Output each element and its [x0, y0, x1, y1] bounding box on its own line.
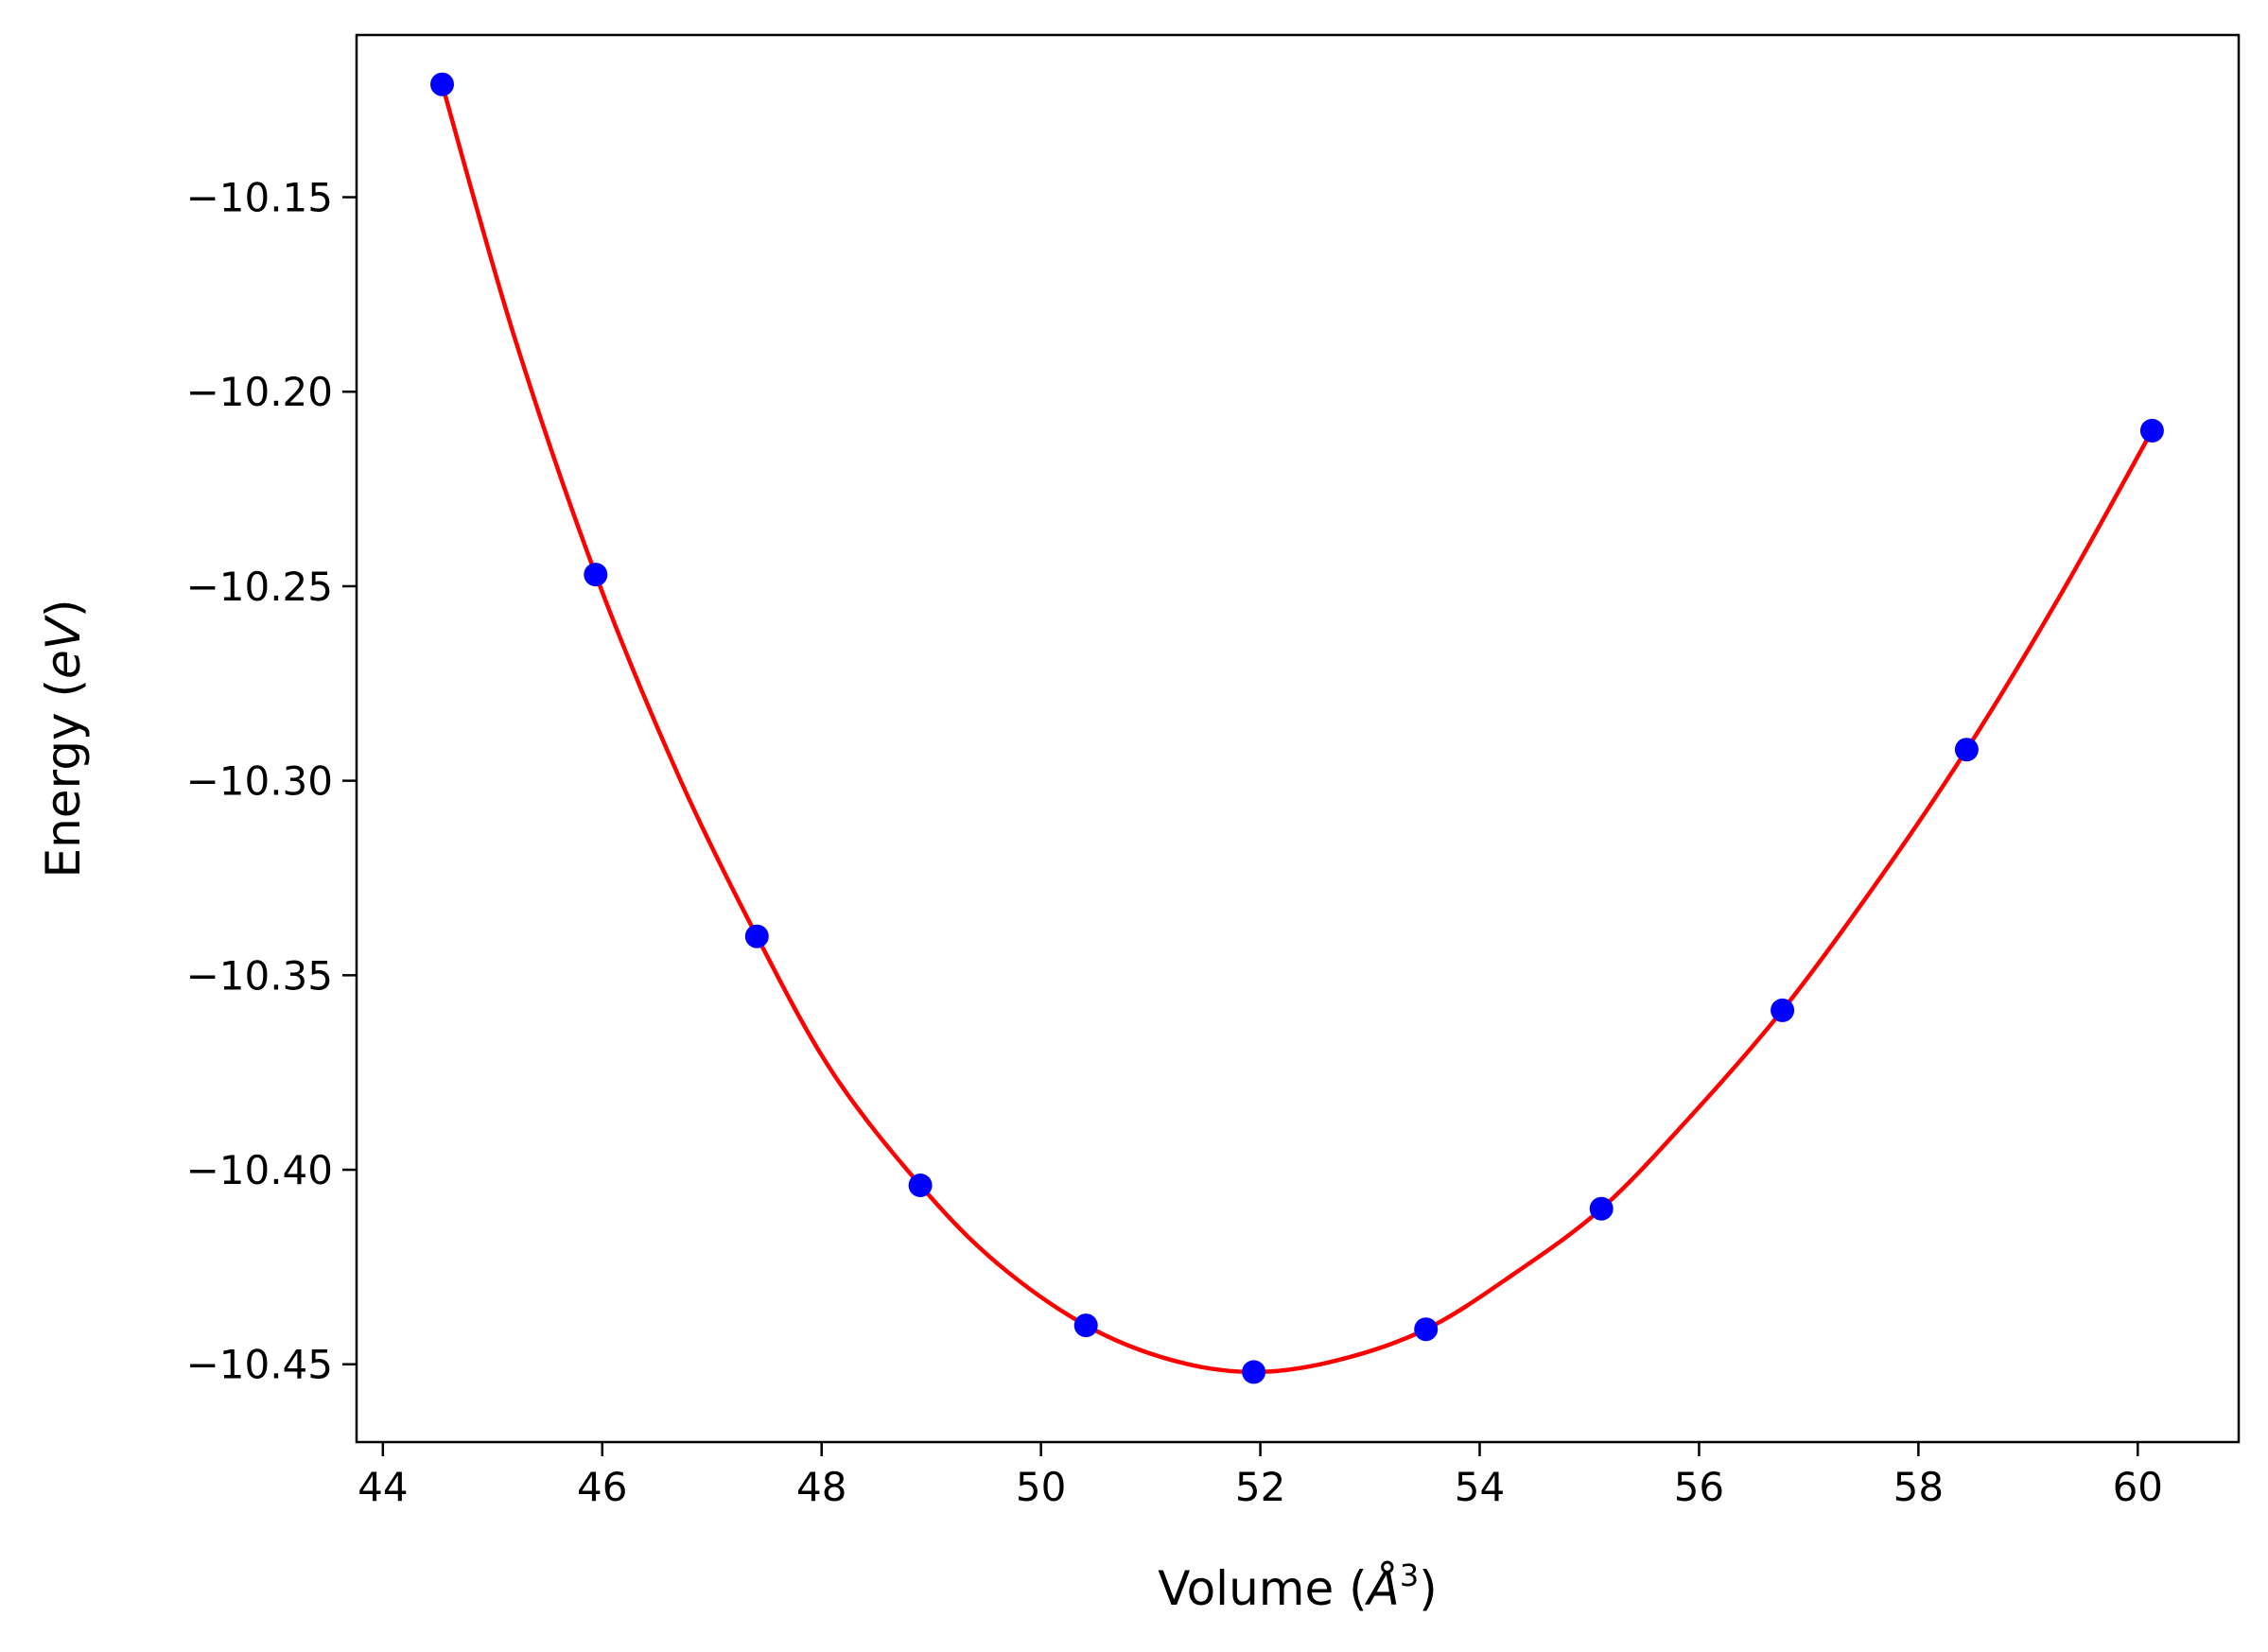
plot-frame: [355, 33, 2241, 1444]
x-tick-label: 44: [358, 1464, 408, 1510]
x-tick-label: 48: [796, 1464, 846, 1510]
x-axis-label: Volume (Å3): [1158, 1557, 1437, 1616]
x-tick-label: 46: [577, 1464, 627, 1510]
data-point: [908, 1174, 933, 1197]
fit-curve-line: [440, 83, 2155, 1375]
x-tick-label: 52: [1235, 1464, 1285, 1510]
data-point: [430, 72, 454, 96]
data-points: [430, 72, 2164, 1384]
data-point: [1954, 738, 1979, 762]
data-point: [1589, 1196, 1614, 1221]
data-point: [1771, 998, 1795, 1022]
y-tick-label: −10.35: [186, 952, 333, 999]
data-point: [584, 563, 608, 587]
y-tick-label: −10.45: [186, 1342, 333, 1388]
y-axis-label: Energy (eV): [36, 600, 91, 878]
x-tick-label: 58: [1893, 1464, 1944, 1510]
y-axis-ticks: −10.15 −10.20 −10.25 −10.30 −10.35 −10.40 −10.…: [186, 175, 357, 1388]
data-point: [2139, 418, 2164, 443]
data-point: [744, 924, 769, 948]
data-point: [1073, 1313, 1098, 1338]
y-tick-label: −10.30: [186, 758, 333, 805]
data-point: [1242, 1360, 1266, 1384]
x-tick-label: 50: [1016, 1464, 1066, 1510]
y-tick-label: −10.25: [186, 564, 333, 610]
x-tick-label: 54: [1455, 1464, 1505, 1510]
y-tick-label: −10.15: [186, 175, 333, 221]
x-tick-label: 60: [2113, 1464, 2163, 1510]
x-tick-label: 56: [1674, 1464, 1724, 1510]
y-tick-label: −10.20: [186, 369, 333, 415]
data-point: [1414, 1317, 1439, 1342]
y-tick-label: −10.40: [186, 1147, 333, 1193]
x-axis-ticks: 44 46 48 50 52 54 56 58 60: [358, 1442, 2163, 1510]
